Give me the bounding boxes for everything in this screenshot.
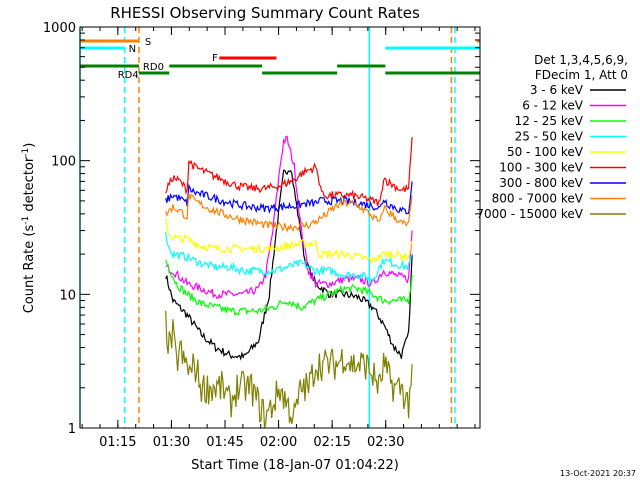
legend-label-2: 12 - 25 keV	[515, 114, 584, 128]
legend-label-6: 300 - 800 keV	[499, 176, 583, 190]
flag-label-rd4: RD4	[118, 70, 139, 81]
y-axis-label-sup1: -1	[21, 216, 31, 225]
plot-frame	[79, 26, 481, 429]
y-tick-label-3: 1000	[43, 21, 76, 36]
legend-header-1: Det 1,3,4,5,6,9,	[534, 53, 628, 67]
series-line-5	[165, 137, 413, 207]
series-line-0	[165, 169, 413, 361]
x-tick-label-1: 01:30	[153, 435, 190, 450]
series-line-4	[165, 217, 413, 265]
y-tick-label-1: 10	[59, 288, 76, 303]
y-axis-label: Count Rate (s-1 detector-1)	[21, 143, 37, 314]
flag-label-rd0: RD0	[143, 62, 164, 73]
series-line-2	[165, 259, 413, 317]
legend: Det 1,3,4,5,6,9,FDecim 1, Att 03 - 6 keV…	[476, 53, 628, 221]
x-tick-label-0: 01:15	[99, 435, 136, 450]
x-tick-label-2: 01:45	[206, 435, 243, 450]
series-line-8	[165, 310, 413, 429]
flag-label-s: S	[145, 37, 151, 48]
plot-area: SN RD4 RD0 F 01:15 01:30 01:45 02:00 02:15 02:30 1…	[43, 21, 481, 450]
legend-label-5: 100 - 300 keV	[499, 161, 583, 175]
flag-label-f: F	[212, 53, 218, 64]
series-line-1	[165, 135, 413, 299]
x-tick-label-5: 02:30	[367, 435, 404, 450]
y-tick-label-2: 100	[51, 155, 76, 170]
legend-label-8: 7000 - 15000 keV	[476, 207, 583, 221]
series-line-6	[165, 181, 413, 215]
legend-label-7: 800 - 7000 keV	[492, 192, 584, 206]
series-line-3	[165, 231, 413, 282]
x-tick-label-3: 02:00	[260, 435, 297, 450]
y-axis-label-sup2: -1	[21, 148, 31, 157]
y-axis-label-mid: detector	[22, 156, 37, 216]
legend-label-0: 3 - 6 keV	[530, 83, 584, 97]
legend-label-1: 6 - 12 keV	[522, 99, 584, 113]
x-axis-label: Start Time (18-Jan-07 01:04:22)	[191, 458, 399, 473]
x-tick-label-4: 02:15	[313, 435, 350, 450]
y-axis-label-part: Count Rate (s	[22, 225, 37, 314]
footer-timestamp: 13-Oct-2021 20:37	[560, 469, 636, 478]
legend-header-2: FDecim 1, Att 0	[535, 68, 628, 82]
legend-label-3: 25 - 50 keV	[515, 130, 584, 144]
legend-label-4: 50 - 100 keV	[507, 145, 584, 159]
series-line-7	[165, 193, 413, 233]
y-axis-label-end: )	[22, 143, 37, 148]
y-tick-label-0: 1	[68, 422, 76, 437]
chart-title: RHESSI Observing Summary Count Rates	[110, 4, 420, 22]
flag-label-n: N	[129, 44, 136, 55]
